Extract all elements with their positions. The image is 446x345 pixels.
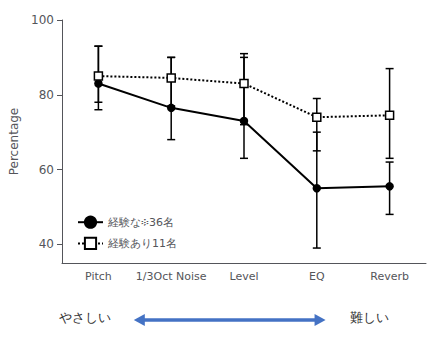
svg-text:Percentage: Percentage <box>7 108 21 176</box>
svg-text:やさしい: やさしい <box>59 310 111 325</box>
svg-text:80: 80 <box>39 88 54 102</box>
svg-text:EQ: EQ <box>309 270 325 283</box>
svg-text:100: 100 <box>31 13 54 27</box>
svg-text:経験あり11名: 経験あり11名 <box>107 237 177 250</box>
svg-text:40: 40 <box>39 237 54 251</box>
svg-text:60: 60 <box>39 163 54 177</box>
svg-text:Pitch: Pitch <box>85 270 112 283</box>
svg-text:難しい: 難しい <box>350 310 389 325</box>
svg-text:経験な፨36名: 経験な፨36名 <box>107 216 174 229</box>
svg-text:Level: Level <box>229 270 258 283</box>
svg-text:Reverb: Reverb <box>370 270 409 283</box>
svg-text:1/3Oct Noise: 1/3Oct Noise <box>136 270 207 283</box>
